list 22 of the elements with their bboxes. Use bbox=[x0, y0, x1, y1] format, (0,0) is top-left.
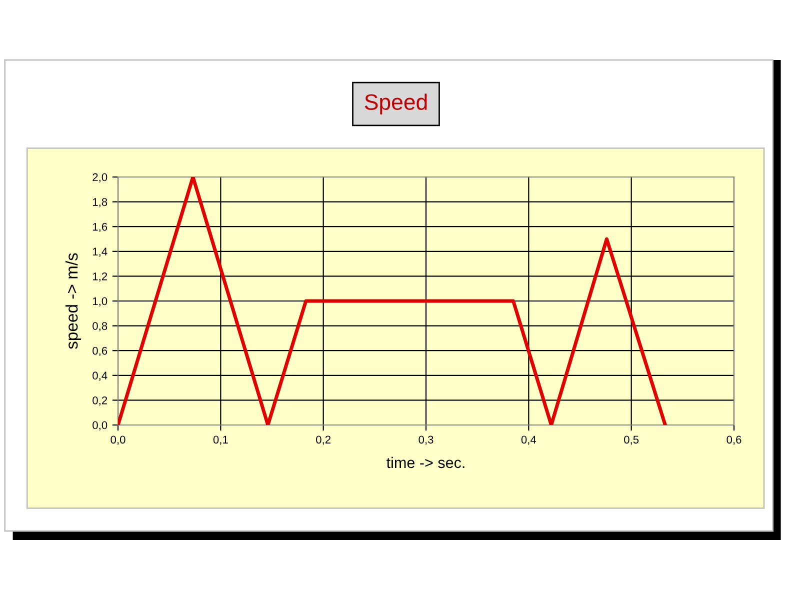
y-tick-label: 1,0 bbox=[92, 297, 108, 306]
y-tick-label: 1,2 bbox=[92, 272, 108, 282]
x-tick-label: 0,0 bbox=[110, 436, 126, 445]
y-tick-label: 1,4 bbox=[92, 248, 108, 257]
y-tick-label: 0,2 bbox=[92, 396, 108, 406]
x-tick-label: 0,3 bbox=[418, 436, 434, 445]
line-series bbox=[118, 177, 667, 425]
x-tick-label: 0,2 bbox=[316, 436, 330, 445]
y-tick-label: 2,0 bbox=[92, 173, 108, 182]
x-tick-label: 0,6 bbox=[726, 436, 742, 445]
y-tick-label: 1,6 bbox=[92, 222, 108, 232]
y-axis-title: speed -> m/s bbox=[65, 253, 82, 349]
y-tick-label: 0,8 bbox=[92, 322, 108, 332]
y-tick-label: 0,6 bbox=[92, 346, 108, 356]
x-axis-title: time -> sec. bbox=[386, 456, 464, 468]
y-tick-label: 0,4 bbox=[92, 372, 108, 381]
chart-title: Speed bbox=[364, 94, 427, 114]
y-tick-label: 1,8 bbox=[92, 198, 108, 208]
y-tick-label: 0,0 bbox=[92, 421, 108, 430]
x-tick-label: 0,5 bbox=[624, 436, 639, 445]
x-tick-label: 0,4 bbox=[521, 436, 536, 445]
x-tick-label: 0,1 bbox=[213, 436, 228, 445]
